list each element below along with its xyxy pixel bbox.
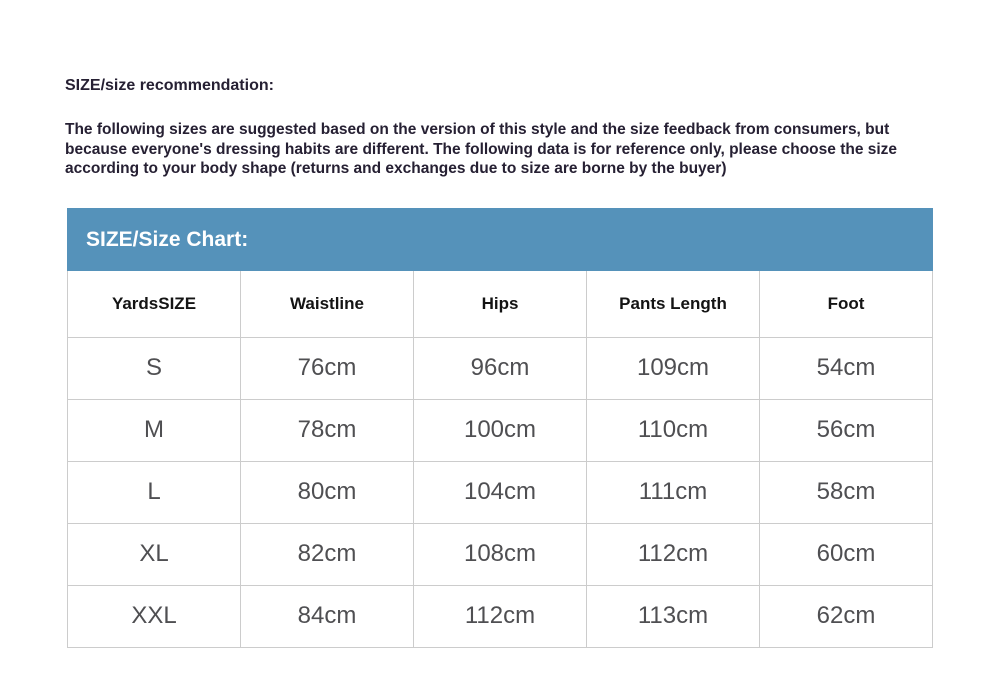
pants-length-cell: 111cm <box>586 460 760 524</box>
table-row-xl: XL 82cm 108cm 112cm 60cm <box>67 522 933 586</box>
size-recommendation-text: The following sizes are suggested based … <box>65 121 898 177</box>
table-row-s: S 76cm 96cm 109cm 54cm <box>67 336 933 400</box>
column-header-hips: Hips <box>413 271 587 338</box>
size-chart-title: SIZE/Size Chart: <box>86 227 249 251</box>
waistline-cell: 76cm <box>240 336 414 400</box>
pants-length-cell: 109cm <box>586 336 760 400</box>
hips-cell: 108cm <box>413 522 587 586</box>
foot-cell: 58cm <box>759 460 933 524</box>
waistline-cell: 84cm <box>240 584 414 648</box>
foot-cell: 56cm <box>759 398 933 462</box>
size-cell: L <box>67 460 241 524</box>
column-header-waistline: Waistline <box>240 271 414 338</box>
table-row-xxl: XXL 84cm 112cm 113cm 62cm <box>67 584 933 648</box>
waistline-cell: 82cm <box>240 522 414 586</box>
hips-cell: 100cm <box>413 398 587 462</box>
size-chart-table: YardsSIZE Waistline Hips Pants Length Fo… <box>67 271 933 648</box>
pants-length-cell: 112cm <box>586 522 760 586</box>
size-chart: SIZE/Size Chart: YardsSIZE Waistline Hip… <box>67 208 933 648</box>
size-recommendation-heading: SIZE/size recommendation: <box>65 77 274 94</box>
size-chart-title-bar: SIZE/Size Chart: <box>67 208 933 271</box>
table-header-row: YardsSIZE Waistline Hips Pants Length Fo… <box>67 271 933 338</box>
size-cell: M <box>67 398 241 462</box>
size-cell: XL <box>67 522 241 586</box>
waistline-cell: 80cm <box>240 460 414 524</box>
table-row-m: M 78cm 100cm 110cm 56cm <box>67 398 933 462</box>
column-header-pants-length: Pants Length <box>586 271 760 338</box>
waistline-cell: 78cm <box>240 398 414 462</box>
hips-cell: 96cm <box>413 336 587 400</box>
pants-length-cell: 110cm <box>586 398 760 462</box>
foot-cell: 60cm <box>759 522 933 586</box>
size-cell: XXL <box>67 584 241 648</box>
column-header-yardssize: YardsSIZE <box>67 271 241 338</box>
column-header-foot: Foot <box>759 271 933 338</box>
foot-cell: 62cm <box>759 584 933 648</box>
hips-cell: 112cm <box>413 584 587 648</box>
pants-length-cell: 113cm <box>586 584 760 648</box>
table-row-l: L 80cm 104cm 111cm 58cm <box>67 460 933 524</box>
size-cell: S <box>67 336 241 400</box>
hips-cell: 104cm <box>413 460 587 524</box>
foot-cell: 54cm <box>759 336 933 400</box>
